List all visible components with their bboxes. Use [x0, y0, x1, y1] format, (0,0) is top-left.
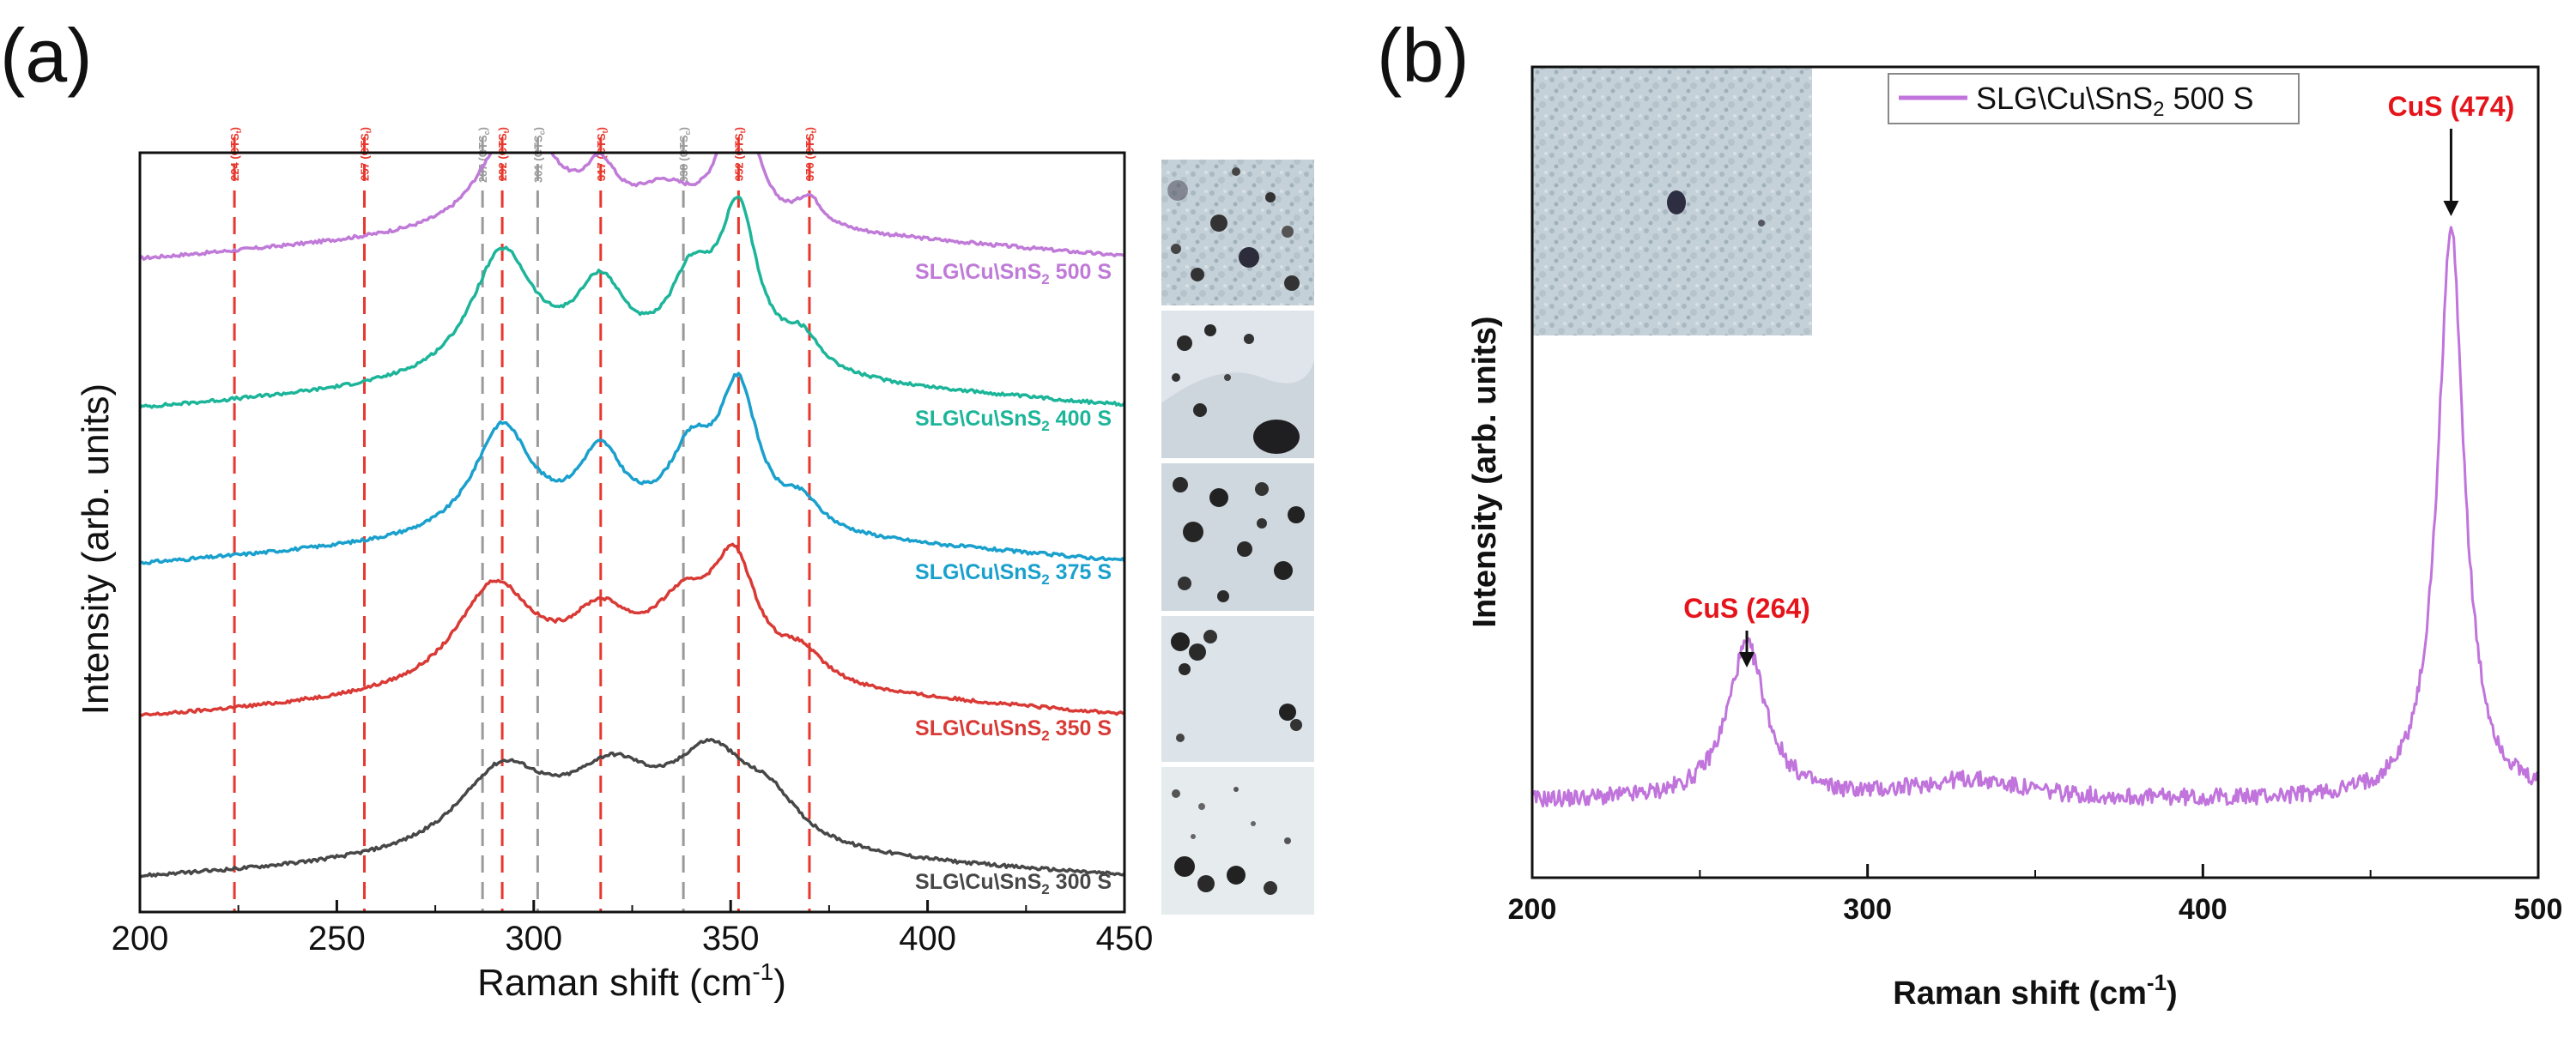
- series-label-2: SLG\Cu\SnS2 375 S: [915, 560, 1112, 588]
- x-tick-label: 250: [308, 920, 366, 957]
- micrograph-400: [1161, 311, 1314, 458]
- series-line-b: [1532, 226, 2538, 808]
- panel-b-x-ticks: 200 300 400 500: [1508, 864, 2563, 926]
- ref-label-257: 257 (CTSt): [359, 127, 373, 181]
- panel-b-y-title: Intensity (arb. units): [1467, 316, 1503, 627]
- micrograph-350: [1161, 616, 1314, 762]
- x-tick-label: 400: [899, 920, 956, 957]
- series-line-0: [140, 153, 1124, 262]
- peak-arrowhead-264: [1739, 652, 1755, 667]
- series-line-1: [140, 195, 1124, 409]
- ref-label-317: 317 (CTSt): [595, 127, 609, 181]
- x-tick-label: 300: [505, 920, 562, 957]
- ref-label-338: 338 (CTSc): [677, 127, 692, 183]
- ref-label-370: 370 (CTSt): [803, 127, 818, 181]
- micrograph-300: [1161, 767, 1314, 915]
- panel-b-annotations: CuS (264) CuS (474): [1683, 91, 2514, 667]
- x-tick-label: 200: [1508, 893, 1557, 926]
- peak-arrowhead-474: [2443, 201, 2459, 216]
- panel-a-x-ticks: 200 250 300 350 400 450: [112, 900, 1154, 957]
- ref-label-301: 301 (CTSc): [531, 127, 546, 183]
- panel-a-x-title: Raman shift (cm-1): [477, 958, 786, 1004]
- x-tick-label: 350: [702, 920, 760, 957]
- panel-b-legend: SLG\Cu\SnS2 500 S: [1888, 73, 2300, 124]
- ref-label-292: 292 (CTSt): [496, 127, 511, 181]
- series-label-0: SLG\Cu\SnS2 500 S: [915, 260, 1112, 287]
- micrograph-375: [1161, 463, 1314, 611]
- x-tick-label: 500: [2514, 893, 2563, 926]
- panel-b-series: [1532, 226, 2538, 808]
- panel-b-label: (b): [1377, 13, 1470, 98]
- ref-label-352: 352 (CTSt): [732, 127, 747, 181]
- panel-a-label: (a): [0, 13, 93, 98]
- peak-label-474: CuS (474): [2388, 91, 2515, 122]
- series-line-2: [140, 372, 1124, 565]
- x-tick-label: 200: [112, 920, 169, 957]
- micrograph-500: [1161, 160, 1314, 305]
- panel-a-y-title: Intensity (arb. units): [75, 384, 117, 715]
- micrograph-strip: [1161, 160, 1314, 915]
- series-label-4: SLG\Cu\SnS2 300 S: [915, 870, 1112, 897]
- series-label-1: SLG\Cu\SnS2 400 S: [915, 407, 1112, 434]
- x-tick-label: 300: [1843, 893, 1892, 926]
- panel-a-series-labels: SLG\Cu\SnS2 500 S SLG\Cu\SnS2 400 S SLG\Cu…: [915, 260, 1112, 897]
- series-label-3: SLG\Cu\SnS2 350 S: [915, 716, 1112, 744]
- series-line-3: [140, 542, 1124, 717]
- series-line-4: [140, 738, 1124, 879]
- ref-label-224: 224 (CTSt): [228, 127, 243, 181]
- peak-label-264: CuS (264): [1683, 593, 1810, 624]
- legend-label: SLG\Cu\SnS2 500 S: [1976, 81, 2254, 121]
- x-tick-label: 400: [2179, 893, 2227, 926]
- panel-b-x-title: Raman shift (cm-1): [1893, 970, 2177, 1012]
- panel-a-series: [140, 153, 1124, 879]
- panel-b-inset-micrograph: [1533, 68, 1812, 335]
- x-tick-label: 450: [1096, 920, 1154, 957]
- reference-lines: 224 (CTSt)257 (CTSt)287 (CTSc)292 (CTSt)…: [228, 127, 818, 912]
